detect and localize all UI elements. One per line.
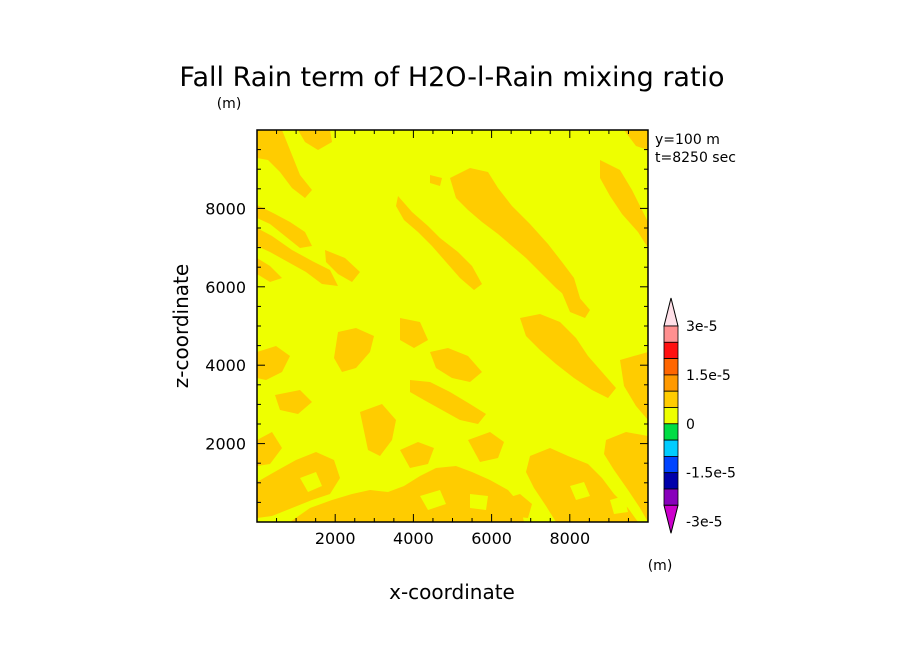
contour-region	[450, 168, 580, 300]
y-axis-title: z-coordinate	[169, 264, 193, 388]
annotation-y: y=100 m	[655, 132, 720, 148]
colorbar	[663, 297, 679, 534]
contour-region	[410, 380, 486, 424]
contour-hole	[610, 496, 628, 514]
contour-region	[257, 452, 340, 518]
contour-region	[257, 258, 282, 282]
contour-region	[360, 404, 396, 456]
contour-region	[257, 130, 312, 198]
contour-region	[520, 314, 616, 398]
x-tick-label: 2000	[315, 529, 356, 548]
contour-region	[257, 432, 282, 466]
colorbar-tick-label: -3e-5	[686, 515, 723, 531]
colorbar-level	[663, 455, 679, 474]
colorbar-tick-label: 0	[686, 417, 695, 433]
axis-ticks	[257, 130, 648, 522]
top-unit-label: (m)	[217, 96, 242, 112]
contour-region	[500, 494, 532, 518]
colorbar-labels: 3e-5 1.5e-5 0 -1.5e-5 -3e-5	[686, 319, 736, 531]
colorbar-tick-label: 1.5e-5	[686, 368, 731, 384]
contour-hole	[570, 482, 590, 500]
contour-holes	[300, 472, 628, 514]
contour-region	[257, 346, 290, 380]
colorbar-level	[663, 488, 679, 506]
contour-region	[600, 160, 648, 248]
colorbar-unit-label: (m)	[648, 558, 673, 574]
chart-title: Fall Rain term of H2O-l-Rain mixing rati…	[179, 62, 724, 93]
colorbar-level	[663, 390, 679, 408]
contour-region	[430, 175, 442, 186]
contour-hole	[420, 490, 446, 510]
x-axis-title: x-coordinate	[389, 580, 515, 604]
contour-region	[468, 432, 504, 462]
contour-region	[620, 352, 648, 420]
y-tick-label: 8000	[205, 199, 246, 218]
x-tick-label: 8000	[549, 529, 590, 548]
x-tick-label: 6000	[471, 529, 512, 548]
contour-region	[257, 228, 338, 286]
colorbar-level	[663, 439, 679, 457]
colorbar-level	[663, 325, 679, 343]
contour-region	[396, 196, 482, 290]
contour-region	[400, 318, 428, 348]
colorbar-level	[663, 472, 679, 490]
contour-hole	[470, 494, 488, 510]
contour-region	[334, 328, 374, 372]
colorbar-bottom-arrow	[663, 504, 679, 534]
contour-region	[290, 466, 524, 522]
annotation-t: t=8250 sec	[655, 150, 736, 166]
colorbar-level	[663, 341, 679, 359]
contour-region	[604, 432, 648, 522]
contour-region	[624, 130, 648, 150]
colorbar-tick-label: 3e-5	[686, 319, 717, 335]
x-tick-labels: 2000 4000 6000 8000	[315, 529, 590, 548]
colorbar-level	[663, 407, 679, 425]
y-tick-label: 4000	[205, 356, 246, 375]
plot-area	[256, 129, 649, 523]
contour-region	[430, 348, 482, 382]
contour-hole	[300, 472, 322, 492]
contour-region	[298, 130, 332, 150]
contour-region	[560, 288, 590, 318]
colorbar-level	[663, 358, 679, 376]
contour-region	[275, 390, 312, 414]
colorbar-level	[663, 374, 679, 392]
colorbar-level	[663, 423, 679, 441]
contour-regions	[257, 130, 648, 522]
colorbar-top-arrow	[663, 297, 679, 327]
contour-region	[257, 205, 312, 248]
y-tick-label: 6000	[205, 278, 246, 297]
y-tick-label: 2000	[205, 435, 246, 454]
y-tick-labels: 2000 4000 6000 8000	[205, 199, 246, 453]
contour-region	[325, 250, 360, 282]
x-tick-label: 4000	[393, 529, 434, 548]
colorbar-tick-label: -1.5e-5	[686, 466, 736, 482]
contour-region	[400, 442, 434, 468]
